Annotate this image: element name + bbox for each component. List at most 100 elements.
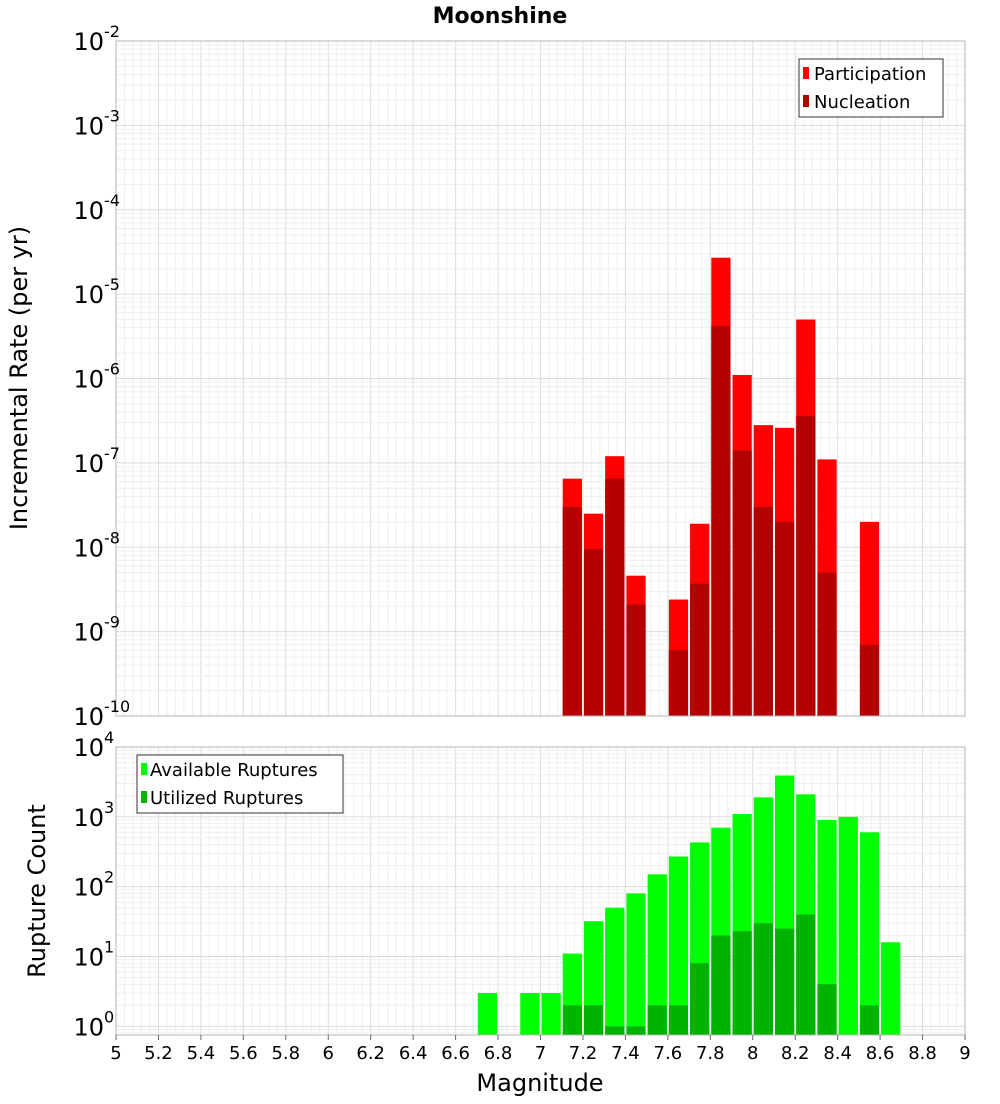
bottom-y-tick-exp: 1 xyxy=(104,937,114,956)
top-y-tick-label: 10 -4 xyxy=(73,191,120,225)
top-bars xyxy=(562,257,880,716)
bottom-y-tick-base: 10 xyxy=(73,1013,104,1041)
nucleation-bar xyxy=(668,650,689,716)
bottom-y-tick-label: 10 4 xyxy=(73,728,114,762)
available-ruptures-bar xyxy=(605,907,625,1035)
top-y-tick-label: 10 -2 xyxy=(73,22,120,56)
utilized-ruptures-bar xyxy=(605,1026,625,1035)
bottom-legend-box xyxy=(136,754,344,814)
top-y-tick-label: 10 -9 xyxy=(73,613,120,647)
utilized-ruptures-bar xyxy=(753,923,773,1035)
legend-utilized-swatch xyxy=(141,791,147,803)
legend-nucleation-swatch xyxy=(803,95,809,107)
nucleation-bar xyxy=(796,415,816,716)
chart-title: Moonshine xyxy=(433,4,568,29)
nucleation-bar xyxy=(562,506,582,716)
nucleation-bar xyxy=(732,450,752,716)
bottom-y-tick-exp: 4 xyxy=(104,728,114,747)
available-ruptures-bar xyxy=(520,992,540,1035)
utilized-ruptures-bar xyxy=(796,914,816,1035)
x-axis-label: Magnitude xyxy=(476,1069,603,1097)
bottom-y-tick-label: 10 3 xyxy=(73,798,114,832)
utilized-ruptures-bar xyxy=(711,935,731,1035)
nucleation-bar xyxy=(626,604,646,716)
top-y-tick-base: 10 xyxy=(73,450,104,478)
bottom-bars xyxy=(477,775,901,1035)
x-tick-label: 5.4 xyxy=(187,1043,216,1064)
x-tick-label: 7.2 xyxy=(569,1043,598,1064)
available-ruptures-bar xyxy=(541,992,561,1035)
nucleation-bar xyxy=(859,644,880,716)
utilized-ruptures-bar xyxy=(668,1005,689,1035)
bottom-y-tick-exp: 0 xyxy=(104,1007,114,1026)
top-grid xyxy=(115,40,966,717)
x-tick-label: 7.8 xyxy=(696,1043,725,1064)
top-y-tick-base: 10 xyxy=(73,619,104,647)
available-ruptures-bar xyxy=(838,816,858,1035)
x-tick-label: 6.6 xyxy=(441,1043,470,1064)
x-tick-label: 5 xyxy=(110,1043,121,1064)
x-tick-label: 6 xyxy=(323,1043,334,1064)
bottom-y-tick-base: 10 xyxy=(73,943,104,971)
top-y-tick-label: 10 -5 xyxy=(73,275,120,309)
top-y-tick-exp: -6 xyxy=(104,360,120,379)
x-tick-label: 9 xyxy=(959,1043,970,1064)
available-ruptures-bar xyxy=(668,856,689,1035)
top-y-tick-label: 10 -8 xyxy=(73,528,120,562)
utilized-ruptures-bar xyxy=(647,1005,667,1035)
top-y-tick-base: 10 xyxy=(73,703,104,731)
top-y-axis-label: Incremental Rate (per yr) xyxy=(5,226,33,530)
utilized-ruptures-bar xyxy=(626,1026,646,1035)
x-tick-label: 8.4 xyxy=(823,1043,852,1064)
bottom-y-tick-label: 10 1 xyxy=(73,937,114,971)
x-tick-label: 6.2 xyxy=(356,1043,385,1064)
utilized-ruptures-bar xyxy=(562,1005,582,1035)
utilized-ruptures-bar xyxy=(859,1005,880,1035)
nucleation-bar xyxy=(817,572,837,716)
bottom-y-tick-label: 10 2 xyxy=(73,868,114,902)
x-tick-label: 5.8 xyxy=(271,1043,300,1064)
top-y-tick-exp: -8 xyxy=(104,528,120,547)
nucleation-bar xyxy=(753,506,773,716)
bottom-y-tick-base: 10 xyxy=(73,734,104,762)
x-tick-label: 8.8 xyxy=(908,1043,937,1064)
available-ruptures-bar xyxy=(859,832,880,1035)
utilized-ruptures-bar xyxy=(774,928,795,1035)
legend-available-label: Available Ruptures xyxy=(150,760,318,781)
bottom-y-tick-base: 10 xyxy=(73,804,104,832)
utilized-ruptures-bar xyxy=(817,984,837,1035)
bottom-y-tick-label: 10 0 xyxy=(73,1007,114,1041)
top-y-tick-base: 10 xyxy=(73,28,104,56)
top-legend: Participation Nucleation xyxy=(798,58,944,118)
x-axis-ticks: 5 5.2 5.4 5.6 5.8 6 6.2 6.4 6.6 6.8 7 7.2 7.4 7.6 7.8 8… xyxy=(110,1035,971,1064)
utilized-ruptures-bar xyxy=(732,931,752,1035)
legend-nucleation-label: Nucleation xyxy=(814,92,910,113)
bottom-y-axis-label: Rupture Count xyxy=(23,804,51,978)
x-tick-label: 8.2 xyxy=(781,1043,810,1064)
x-tick-label: 6.8 xyxy=(484,1043,513,1064)
available-ruptures-bar xyxy=(647,874,667,1035)
nucleation-bar xyxy=(774,521,795,716)
top-y-tick-base: 10 xyxy=(73,197,104,225)
top-y-tick-base: 10 xyxy=(73,281,104,309)
top-y-tick-base: 10 xyxy=(73,534,104,562)
x-tick-label: 5.6 xyxy=(229,1043,258,1064)
nucleation-bar xyxy=(605,478,625,716)
legend-participation-label: Participation xyxy=(814,64,926,85)
legend-participation-swatch xyxy=(803,67,809,79)
top-y-tick-label: 10 -3 xyxy=(73,106,120,140)
x-tick-label: 7.4 xyxy=(611,1043,640,1064)
x-tick-label: 8 xyxy=(747,1043,758,1064)
available-ruptures-bar xyxy=(477,992,498,1035)
top-y-tick-exp: -3 xyxy=(104,106,120,125)
x-tick-label: 7.6 xyxy=(654,1043,683,1064)
top-y-tick-exp: -7 xyxy=(104,444,120,463)
available-ruptures-bar xyxy=(881,942,901,1035)
x-tick-label: 5.2 xyxy=(144,1043,173,1064)
utilized-ruptures-bar xyxy=(690,963,710,1035)
nucleation-bar xyxy=(583,549,604,716)
